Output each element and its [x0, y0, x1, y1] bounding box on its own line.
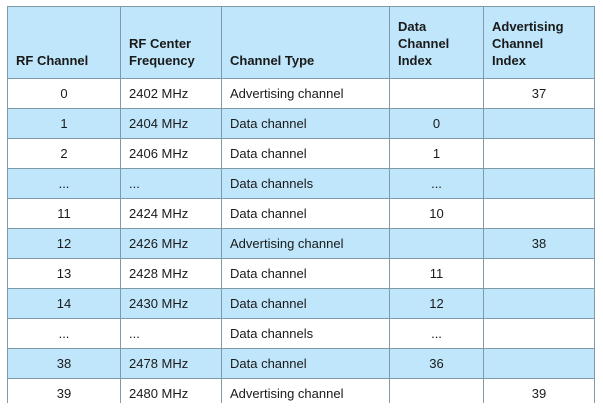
cell-channel-type: Advertising channel: [221, 228, 390, 259]
cell-rf-channel: ...: [7, 318, 121, 349]
cell-channel-type: Data channels: [221, 168, 390, 199]
cell-frequency: 2402 MHz: [120, 78, 222, 109]
table-body: 0 2402 MHz Advertising channel 37 1 2404 MHz D…: [7, 78, 595, 409]
cell-channel-type: Data channel: [221, 348, 390, 379]
table-row: 11 2424 MHz Data channel 10: [7, 198, 595, 229]
header-line: Channel Type: [230, 53, 315, 68]
ble-channel-table: RF Channel RF Center Frequency Channel T…: [7, 6, 595, 409]
cell-advertising-channel-index: [483, 258, 595, 289]
table-row: 0 2402 MHz Advertising channel 37: [7, 78, 595, 109]
header-line: Advertising: [492, 19, 564, 34]
header-channel-type: Channel Type: [221, 6, 390, 79]
cell-data-channel-index: 11: [389, 258, 484, 289]
cell-data-channel-index: [389, 78, 484, 109]
cell-channel-type: Data channel: [221, 108, 390, 139]
table-row: 2 2406 MHz Data channel 1: [7, 138, 595, 169]
cell-channel-type: Advertising channel: [221, 78, 390, 109]
cell-frequency: 2424 MHz: [120, 198, 222, 229]
cell-rf-channel: 12: [7, 228, 121, 259]
header-line: Channel: [492, 36, 544, 51]
table-row: 12 2426 MHz Advertising channel 38: [7, 228, 595, 259]
cell-data-channel-index: 12: [389, 288, 484, 319]
header-line: Index: [398, 53, 432, 68]
cell-rf-channel: 13: [7, 258, 121, 289]
header-row: RF Channel RF Center Frequency Channel T…: [7, 6, 595, 79]
cell-advertising-channel-index: [483, 108, 595, 139]
cell-rf-channel: 14: [7, 288, 121, 319]
cell-frequency: ...: [120, 318, 222, 349]
header-line: Frequency: [129, 53, 195, 68]
header-line: RF Channel: [16, 53, 89, 68]
cell-data-channel-index: 0: [389, 108, 484, 139]
cell-advertising-channel-index: 38: [483, 228, 595, 259]
cell-advertising-channel-index: 37: [483, 78, 595, 109]
cell-data-channel-index: ...: [389, 318, 484, 349]
table-header: RF Channel RF Center Frequency Channel T…: [7, 6, 595, 79]
cell-frequency: 2428 MHz: [120, 258, 222, 289]
cell-advertising-channel-index: [483, 348, 595, 379]
cell-rf-channel: ...: [7, 168, 121, 199]
table-row: ...... Data channels...: [7, 318, 595, 349]
header-rf-center-frequency: RF Center Frequency: [120, 6, 222, 79]
table-row: 13 2428 MHz Data channel 11: [7, 258, 595, 289]
cell-frequency: 2404 MHz: [120, 108, 222, 139]
cell-rf-channel: 2: [7, 138, 121, 169]
cell-frequency: 2430 MHz: [120, 288, 222, 319]
bottom-cutoff: [0, 403, 603, 417]
cell-frequency: ...: [120, 168, 222, 199]
header-line: Index: [492, 53, 526, 68]
cell-rf-channel: 0: [7, 78, 121, 109]
header-rf-channel: RF Channel: [7, 6, 121, 79]
cell-frequency: 2426 MHz: [120, 228, 222, 259]
cell-advertising-channel-index: [483, 318, 595, 349]
table-row: 1 2404 MHz Data channel 0: [7, 108, 595, 139]
header-line: Channel: [398, 36, 450, 51]
table-row: 14 2430 MHz Data channel 12: [7, 288, 595, 319]
cell-rf-channel: 11: [7, 198, 121, 229]
cell-channel-type: Data channel: [221, 198, 390, 229]
cell-channel-type: Data channels: [221, 318, 390, 349]
table-row: ...... Data channels...: [7, 168, 595, 199]
cell-advertising-channel-index: [483, 288, 595, 319]
header-line: Data: [398, 19, 427, 34]
cell-advertising-channel-index: [483, 168, 595, 199]
cell-data-channel-index: [389, 228, 484, 259]
table-row: 38 2478 MHz Data channel 36: [7, 348, 595, 379]
cell-data-channel-index: 1: [389, 138, 484, 169]
cell-rf-channel: 38: [7, 348, 121, 379]
cell-data-channel-index: 36: [389, 348, 484, 379]
cell-channel-type: Data channel: [221, 258, 390, 289]
cell-advertising-channel-index: [483, 138, 595, 169]
cell-frequency: 2406 MHz: [120, 138, 222, 169]
cell-frequency: 2478 MHz: [120, 348, 222, 379]
channel-table-container: RF Channel RF Center Frequency Channel T…: [7, 6, 595, 409]
cell-data-channel-index: 10: [389, 198, 484, 229]
header-line: RF Center: [129, 36, 192, 51]
cell-advertising-channel-index: [483, 198, 595, 229]
cell-rf-channel: 1: [7, 108, 121, 139]
header-advertising-channel-index: Advertising Channel Index: [483, 6, 595, 79]
cell-channel-type: Data channel: [221, 288, 390, 319]
cell-channel-type: Data channel: [221, 138, 390, 169]
cell-data-channel-index: ...: [389, 168, 484, 199]
header-data-channel-index: Data Channel Index: [389, 6, 484, 79]
